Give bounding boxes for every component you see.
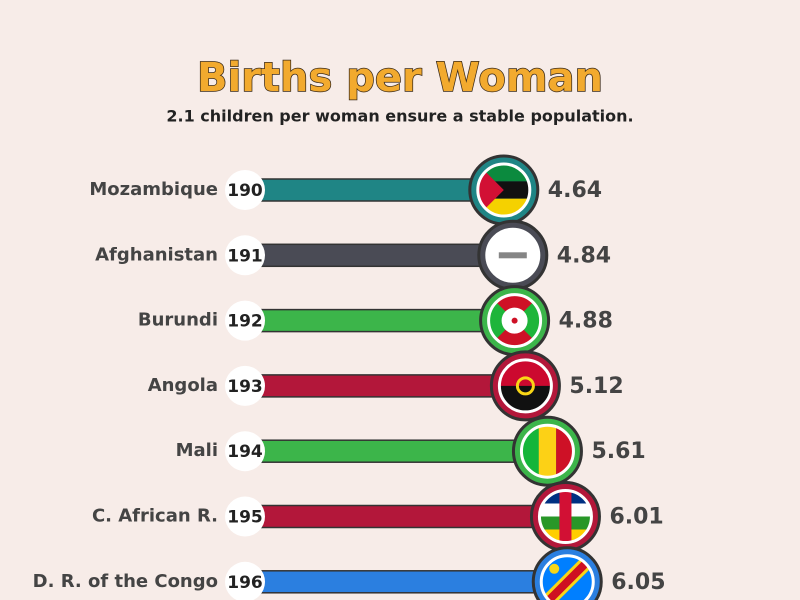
category-label: Afghanistan	[95, 244, 218, 265]
rank-label: 192	[227, 312, 263, 332]
rank-badge	[225, 561, 265, 600]
category-label: D. R. of the Congo	[33, 571, 218, 592]
flag-border	[497, 358, 553, 414]
flag-border	[539, 554, 595, 600]
bar	[244, 570, 568, 594]
chart-subtitle: 2.1 children per woman ensure a stable p…	[166, 107, 633, 126]
flag-part	[559, 490, 572, 543]
value-label: 4.84	[557, 243, 611, 268]
rank-label: 191	[227, 246, 263, 266]
rank-label: 193	[227, 377, 263, 397]
value-label: 4.64	[548, 178, 602, 203]
flag-border	[476, 162, 532, 218]
value-label: 6.05	[611, 570, 665, 595]
flag-part	[538, 425, 557, 478]
category-label: Angola	[148, 375, 218, 396]
value-label: 5.12	[569, 374, 623, 399]
bar	[244, 308, 516, 333]
flag-border	[487, 293, 543, 349]
value-label: 5.61	[591, 439, 645, 464]
flag-part	[515, 376, 535, 396]
value-label: 6.01	[609, 505, 663, 530]
bar	[244, 374, 527, 398]
bar	[244, 243, 514, 268]
rank-badge	[225, 365, 265, 406]
rank-label: 196	[227, 573, 263, 593]
rank-label: 195	[227, 508, 263, 528]
rank-label: 194	[227, 442, 263, 462]
flag-part	[511, 317, 518, 324]
rank-badge	[225, 235, 265, 276]
flag-border	[485, 227, 541, 283]
rank-badge	[225, 431, 265, 472]
bar	[244, 439, 549, 463]
bar	[244, 178, 505, 202]
flag-part	[498, 252, 527, 259]
category-label: C. African R.	[92, 506, 218, 527]
flag-part	[477, 164, 504, 216]
category-label: Mali	[176, 440, 218, 461]
flag-border	[519, 423, 575, 479]
category-label: Mozambique	[89, 179, 218, 200]
flag-part	[549, 563, 560, 574]
flag-border	[537, 489, 593, 544]
category-label: Burundi	[138, 310, 218, 331]
rank-badge	[225, 496, 265, 537]
rank-badge	[225, 300, 265, 341]
chart-title: Births per Woman	[197, 55, 603, 101]
bar	[244, 504, 567, 529]
rank-label: 190	[227, 181, 263, 201]
value-label: 4.88	[559, 309, 613, 334]
rank-badge	[225, 170, 265, 210]
